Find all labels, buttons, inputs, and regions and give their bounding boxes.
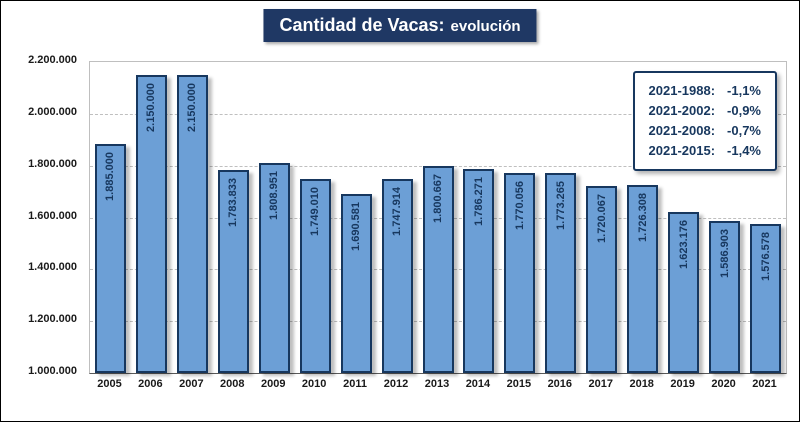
bar-value-label: 2.150.000 [145,82,158,132]
bar-2011: 1.690.581 [340,194,372,373]
x-axis-label: 2008 [220,378,245,390]
bar-value-label: 1.885.000 [104,151,117,201]
y-axis-tick-label: 2.000.000 [28,105,77,118]
chart-title-sub: evolución [450,18,521,35]
y-axis-tick-label: 1.400.000 [28,261,77,274]
x-axis-label: 2011 [343,378,368,390]
y-axis: 1.000.000 1.200.000 1.400.000 1.600.000 1.80… [1,54,83,377]
legend-value: -0,9% [727,103,761,118]
bar-2013: 1.800.667 [422,165,454,373]
legend-row: 2021-1988: -1,1% [649,81,761,101]
bar-value-label: 1.726.308 [636,192,649,242]
legend-label: 2021-2008: [648,123,716,138]
legend-value: -1,4% [727,143,761,158]
x-axis-label: 2009 [260,378,286,390]
bar-2007: 2.150.000 [176,74,208,373]
bar-value-label: 1.786.271 [472,177,485,227]
bar-value-label: 1.800.667 [432,173,444,223]
legend-box: 2021-1988: -1,1% 2021-2002: -0,9% 2021-2… [632,71,777,171]
bar-value-label: 1.586.903 [718,228,731,278]
legend-value: -1,1% [727,83,761,98]
bar-value-label: 1.808.951 [268,171,281,221]
bar-2015: 1.770.056 [504,173,536,373]
gridline [90,113,786,115]
bar-2010: 1.749.010 [299,178,331,373]
bar-value-label: 2.150.000 [186,82,199,132]
x-axis: 2005 2006 2007 2008 2009 2010 2011 2012 2013 2014… [89,378,787,396]
x-axis-label: 2005 [97,378,122,390]
legend-row: 2021-2008: -0,7% [649,121,761,141]
x-axis-label: 2016 [547,378,573,390]
x-axis-label: 2013 [424,378,450,390]
x-axis-label: 2014 [465,378,491,390]
x-axis-label: 2019 [670,378,695,390]
x-axis-label: 2010 [301,378,327,390]
x-axis-label: 2007 [179,378,204,390]
y-axis-tick-label: 1.600.000 [28,209,77,222]
bar-2008: 1.783.833 [217,169,249,373]
y-axis-tick-label: 1.000.000 [28,365,77,377]
x-axis-label: 2017 [588,378,613,390]
bar-2020: 1.586.903 [709,220,741,373]
bar-2012: 1.747.914 [381,179,413,373]
bar-2021: 1.576.578 [750,223,782,373]
bar-2017: 1.720.067 [586,186,618,373]
bar-value-label: 1.576.578 [759,231,772,281]
x-axis-label: 2018 [629,378,654,390]
bar-2016: 1.773.265 [545,172,577,373]
bar-value-label: 1.690.581 [350,202,363,251]
legend-value: -0,7% [727,123,761,138]
legend-label: 2021-2002: [648,103,716,118]
chart-title-main: Cantidad de Vacas: [279,15,445,35]
bar-2005: 1.885.000 [94,143,126,373]
bar-value-label: 1.623.176 [677,219,690,269]
x-axis-label: 2015 [506,378,532,390]
legend-label: 2021-1988: [648,83,716,98]
legend-row: 2021-2002: -0,9% [649,101,761,121]
bar-2018: 1.726.308 [627,184,659,373]
bar-2019: 1.623.176 [668,211,700,373]
bar-value-label: 1.720.067 [595,194,608,244]
chart-title: Cantidad de Vacas: evolución [263,9,537,42]
x-axis-label: 2021 [752,378,777,390]
bar-value-label: 1.773.265 [554,180,567,230]
y-axis-tick-label: 1.200.000 [28,313,77,326]
bar-value-label: 1.783.833 [227,177,240,227]
bar-2014: 1.786.271 [463,169,495,373]
legend-label: 2021-2015: [648,143,716,158]
bar-2009: 1.808.951 [258,163,290,373]
x-axis-label: 2020 [711,378,736,390]
legend-row: 2021-2015: -1,4% [649,141,761,161]
y-axis-tick-label: 1.800.000 [28,157,77,170]
y-axis-tick-label: 2.200.000 [28,54,77,66]
bar-value-label: 1.749.010 [309,186,322,236]
x-axis-label: 2006 [138,378,163,390]
x-axis-label: 2012 [383,378,409,390]
bar-value-label: 1.747.914 [391,187,404,237]
bar-value-label: 1.770.056 [513,181,526,231]
bar-2006: 2.150.000 [135,74,167,373]
